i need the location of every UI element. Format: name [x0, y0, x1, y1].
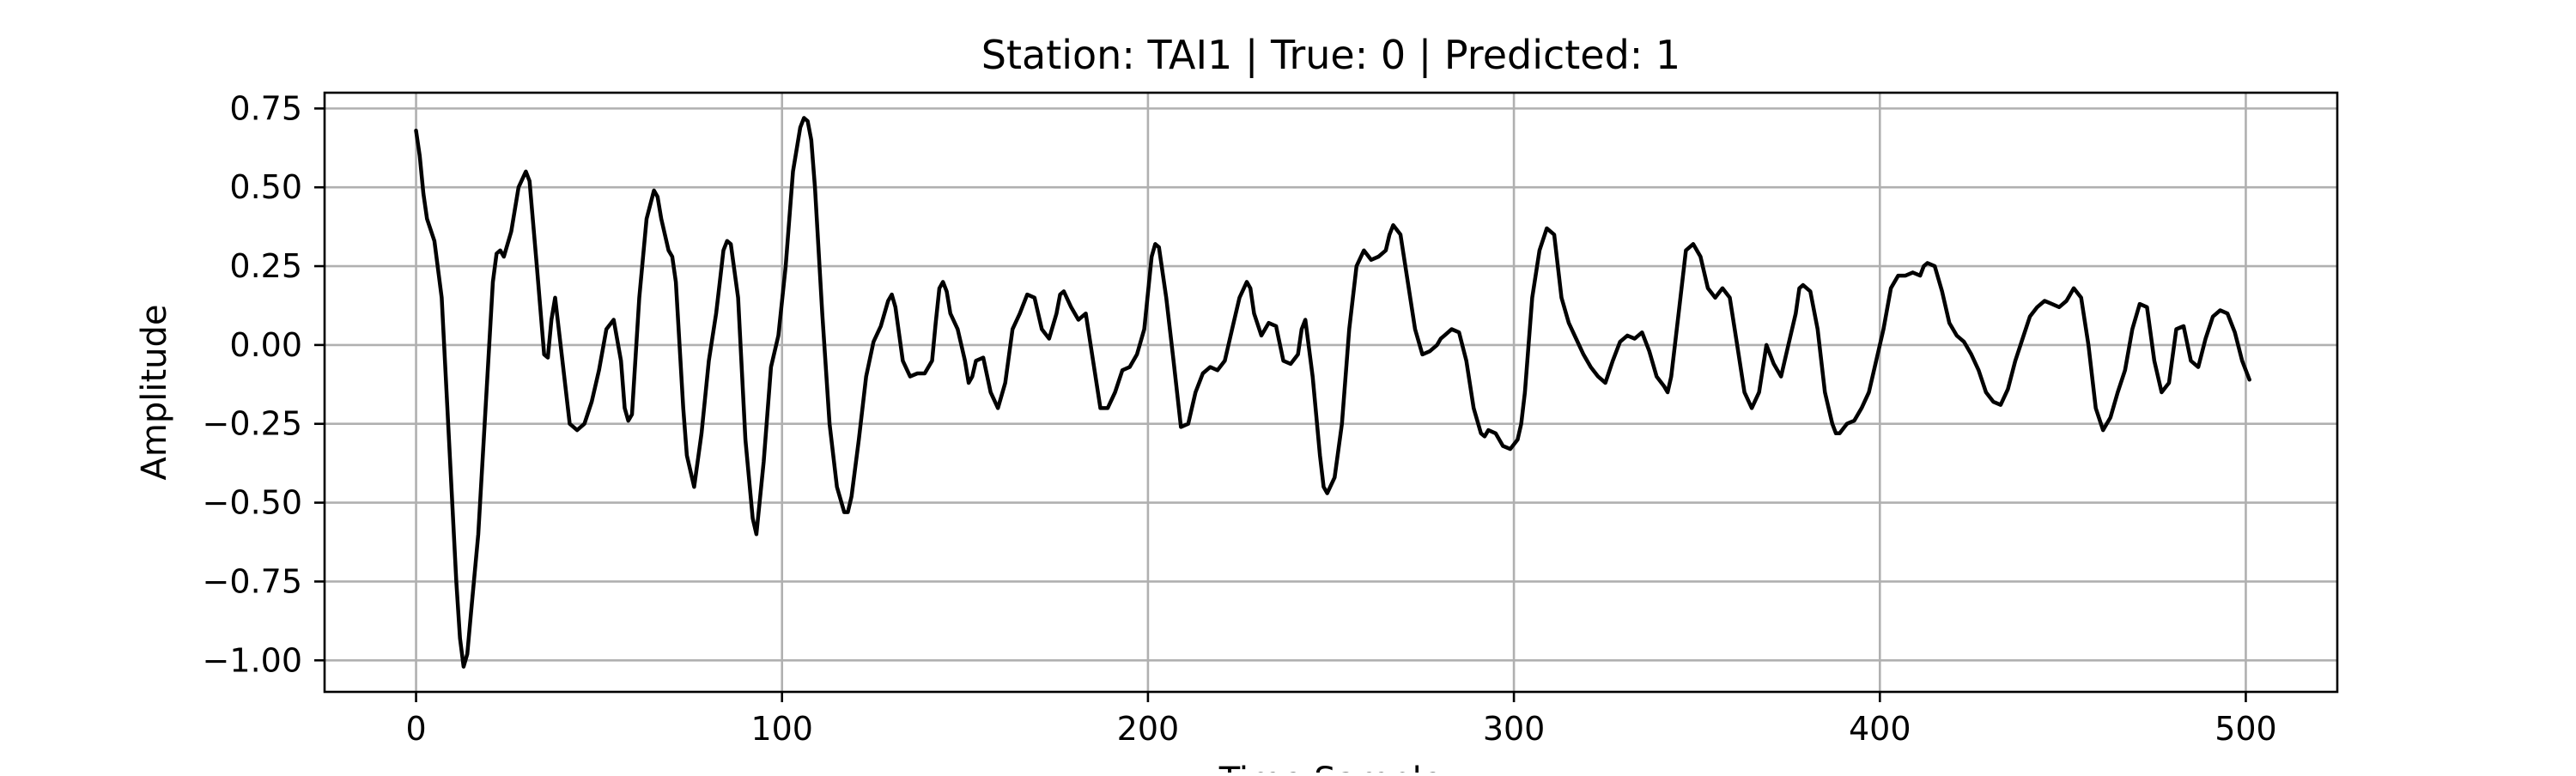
x-tick-label: 0 [405, 710, 426, 748]
series-layer [414, 116, 2251, 669]
y-axis-label: Amplitude [135, 305, 174, 481]
y-tick-label: −0.25 [203, 405, 302, 443]
y-tick-label: 0.25 [229, 247, 302, 285]
y-tick-label: −1.00 [203, 641, 302, 679]
grid [325, 93, 2337, 692]
x-tick-label: 100 [750, 710, 813, 748]
x-tick-label: 400 [1849, 710, 1911, 748]
y-tick-label: −0.75 [203, 562, 302, 600]
x-tick-label: 200 [1117, 710, 1180, 748]
series-line [414, 116, 2251, 669]
y-tick-label: 0.50 [229, 168, 302, 206]
ticks: 0 100 200 300 400 500 0.75 0.50 0.25 0.00 −0.25 −0.… [203, 89, 2277, 748]
y-tick-label: 0.00 [229, 326, 302, 364]
x-axis-label: Time Sample [1218, 761, 1443, 773]
chart-title: Station: TAI1 | True: 0 | Predicted: 1 [981, 32, 1680, 79]
plot-frame [323, 91, 2339, 694]
x-tick-label: 300 [1483, 710, 1546, 748]
y-tick-label: −0.50 [203, 484, 302, 522]
x-tick-label: 500 [2215, 710, 2277, 748]
y-tick-label: 0.75 [229, 89, 302, 127]
axes-frame [323, 91, 2339, 694]
